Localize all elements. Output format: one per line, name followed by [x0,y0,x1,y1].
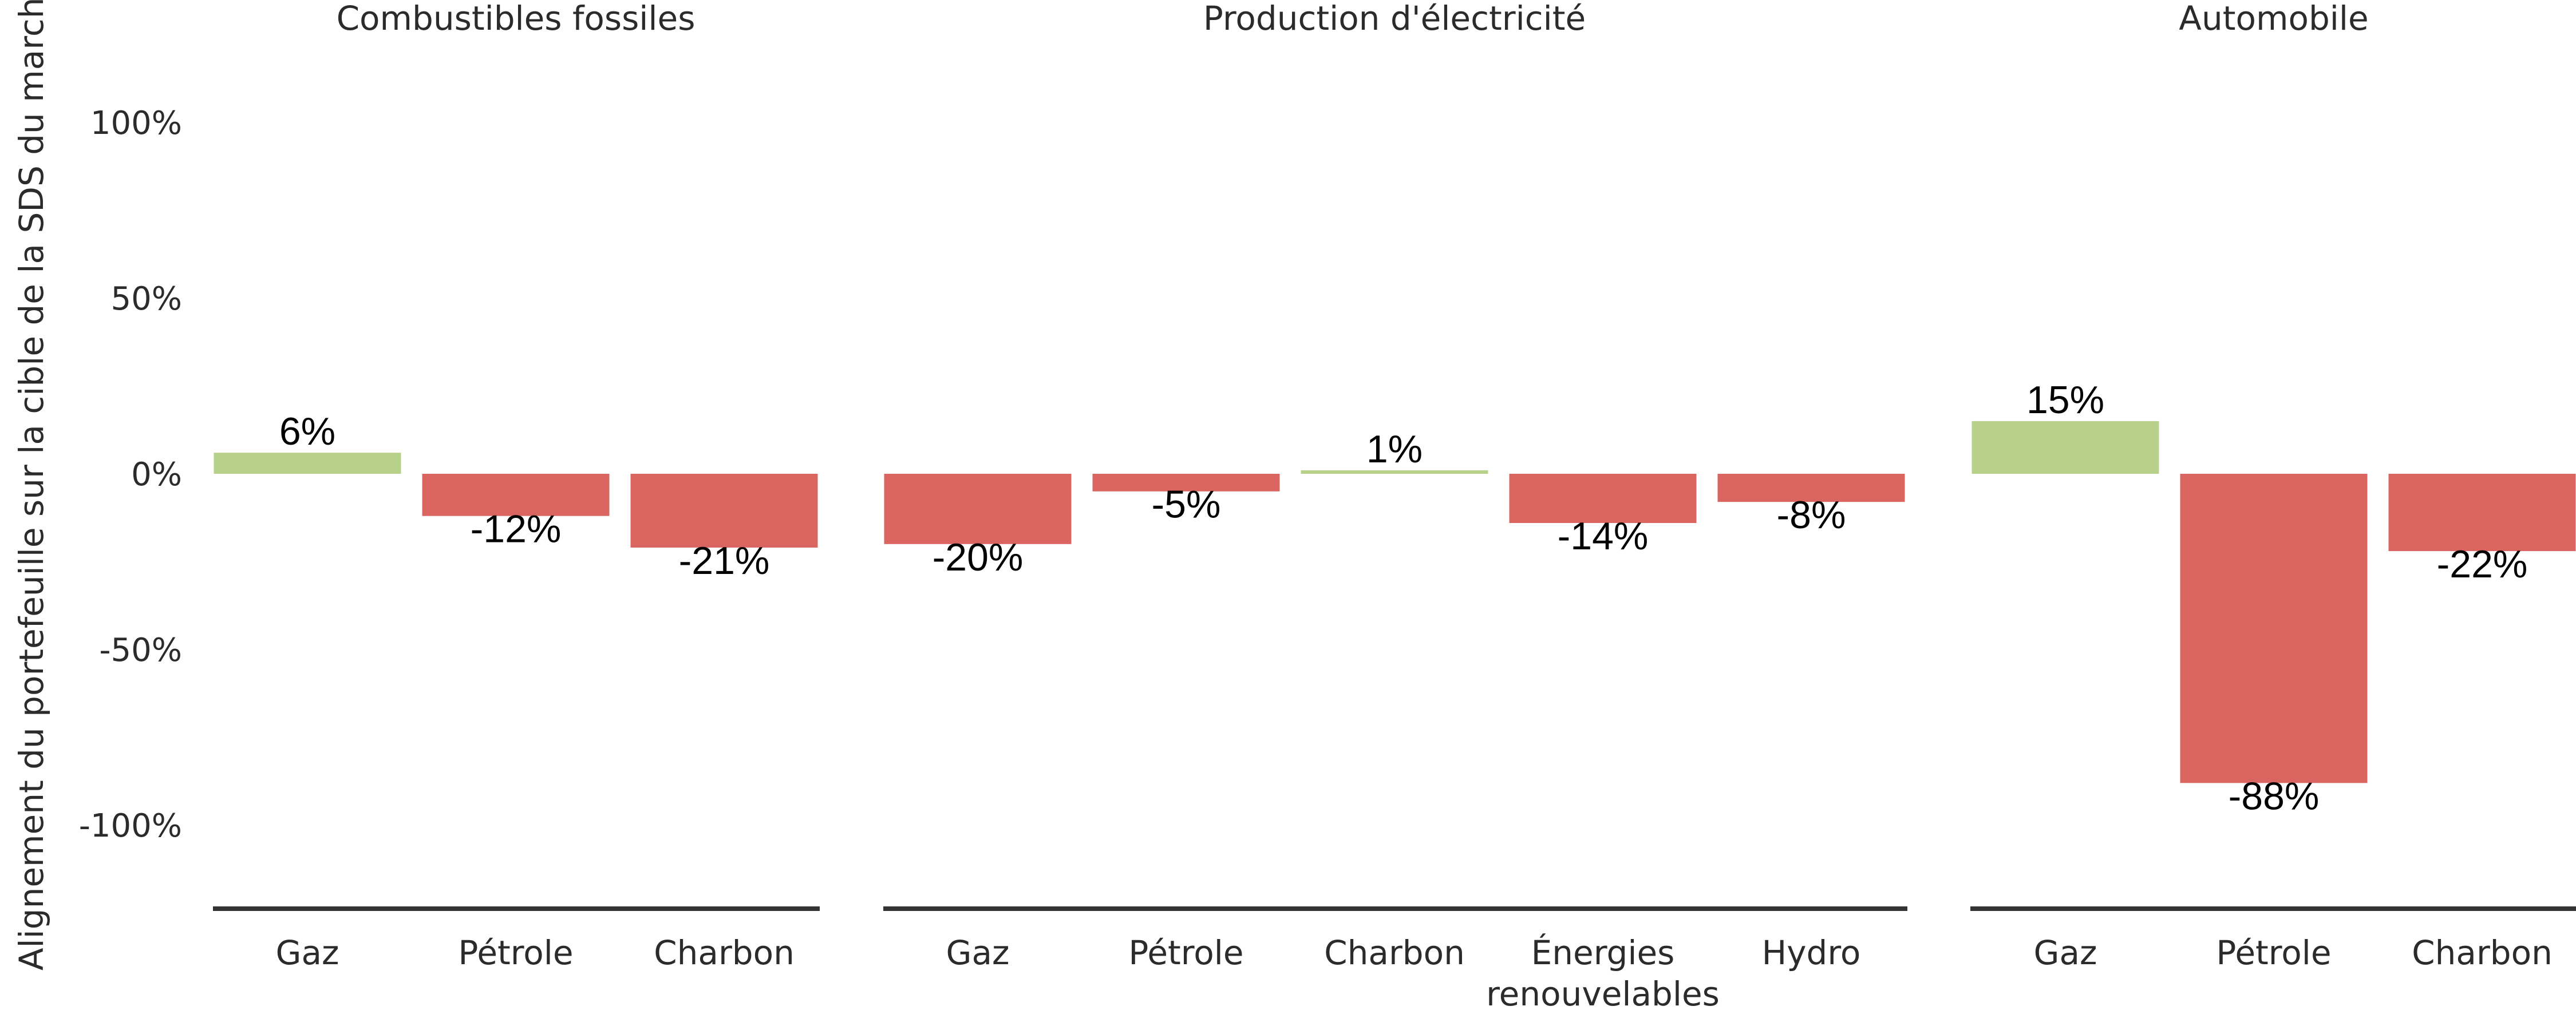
bar [1509,474,1697,523]
bar [1971,421,2159,474]
y-tick-label: 0% [131,456,182,493]
bar [214,453,401,474]
data-label: 1% [1366,427,1423,471]
category-label: Charbon [1324,933,1465,972]
category-label: Pétrole [2216,933,2331,972]
category-label: Pétrole [458,933,573,972]
y-tick-label: 100% [90,105,182,142]
panel: Production d'électricité -20% Gaz -5% Pétrol… [883,0,1907,1013]
data-label: -21% [679,539,770,583]
bar [2388,474,2576,552]
category-label: Charbon [654,933,795,972]
data-label: -22% [2437,542,2528,586]
category-label: Charbon [2412,933,2553,972]
y-axis-label: Alignement du portefeuille sur la cible … [12,0,51,970]
data-label: 15% [2026,378,2104,422]
category-label: Hydro [1762,933,1861,972]
bar [1717,474,1905,502]
bar [422,474,610,516]
panel-title: Combustibles fossiles [337,0,696,38]
panel-title: Production d'électricité [1203,0,1586,38]
panel: Combustibles fossiles 6% Gaz -12% Pétrole -21… [213,0,820,972]
data-label: 6% [279,410,335,453]
data-label: -12% [471,508,562,551]
bar [884,474,1072,544]
category-label: Gaz [2034,933,2097,972]
panels: Combustibles fossiles 6% Gaz -12% Pétrole -21… [213,0,2576,1013]
category-label: Gaz [946,933,1010,972]
bar [630,474,818,548]
data-label: -5% [1152,483,1221,526]
y-tick-label: 50% [111,280,182,318]
y-axis-ticks: 100% 50% 0% -50% -100% [79,105,182,845]
bar [2180,474,2368,783]
bar [1092,474,1280,492]
data-label: -14% [1558,514,1649,558]
panel-title: Automobile [2179,0,2368,38]
category-label: Gaz [276,933,339,972]
category-label: Énergies renouvelables [1486,933,1720,1013]
panel: Automobile 15% Gaz -88% Pétrole -22% Charbon [1970,0,2576,972]
data-label: -8% [1777,493,1846,537]
data-label: -20% [933,536,1024,579]
data-label: -88% [2229,774,2320,818]
y-tick-label: -50% [99,632,182,669]
y-tick-label: -100% [79,807,182,845]
category-label: Pétrole [1128,933,1243,972]
bar [1301,470,1488,474]
